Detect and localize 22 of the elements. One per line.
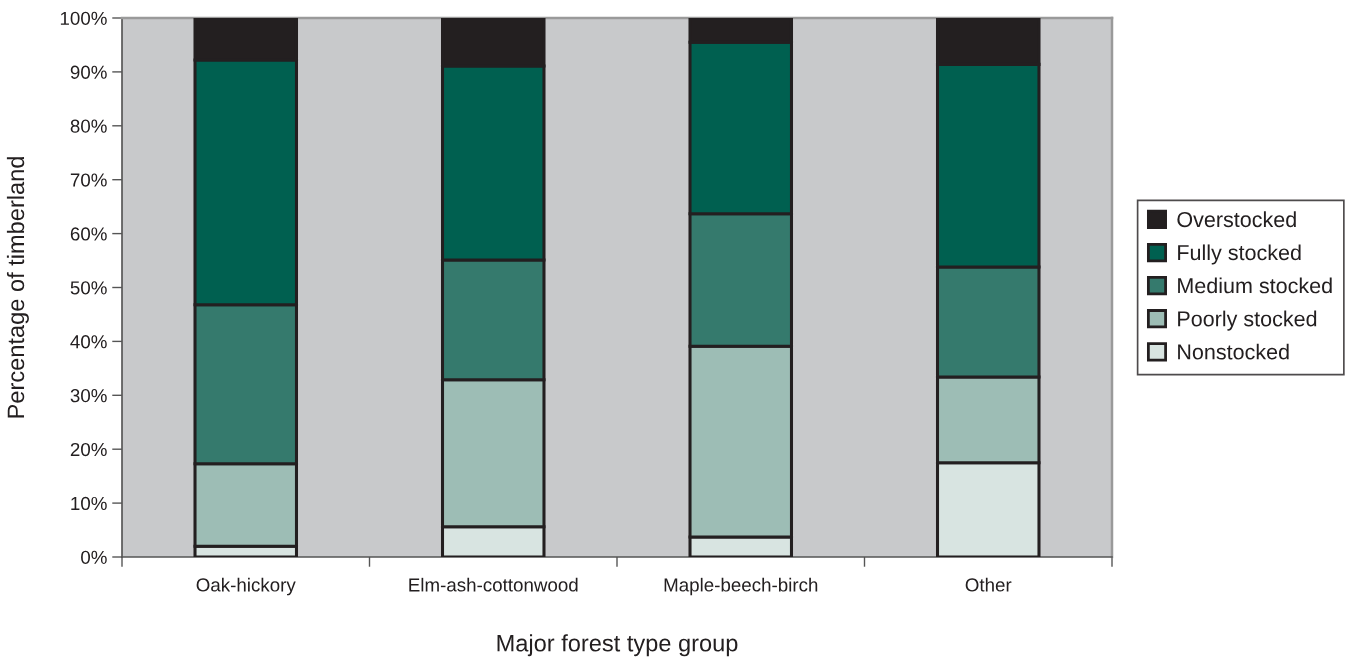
y-tick-label: 0% [81,550,107,564]
y-tick-label: 50% [70,281,107,295]
x-tick-label: Other [965,577,1012,592]
x-tick-label: Maple-beech-birch [664,577,818,596]
y-tick-label: 70% [70,173,107,187]
x-tick-label: Elm-ash-cottonwood [409,577,578,592]
x-tick-label: Oak-hickory [196,577,296,596]
y-axis-title: Percentage of timberland [6,157,29,418]
y-tick-label: 90% [70,65,107,79]
legend-label: Fully stocked [1178,244,1301,265]
legend-label: Medium stocked [1178,277,1332,294]
legend-label: Nonstocked [1178,343,1289,360]
y-tick-label: 20% [70,442,107,457]
y-tick-label: 40% [70,335,107,349]
y-tick-label: 80% [70,119,107,133]
y-tick-label: 60% [70,227,107,241]
y-tick-label: 10% [71,496,107,511]
legend-label: Poorly stocked [1178,310,1317,331]
y-tick-label: 30% [70,389,107,403]
y-tick-label: 100% [60,11,107,25]
legend-label: Overstocked [1177,211,1296,228]
x-axis-title: Major forest type group [497,634,738,657]
